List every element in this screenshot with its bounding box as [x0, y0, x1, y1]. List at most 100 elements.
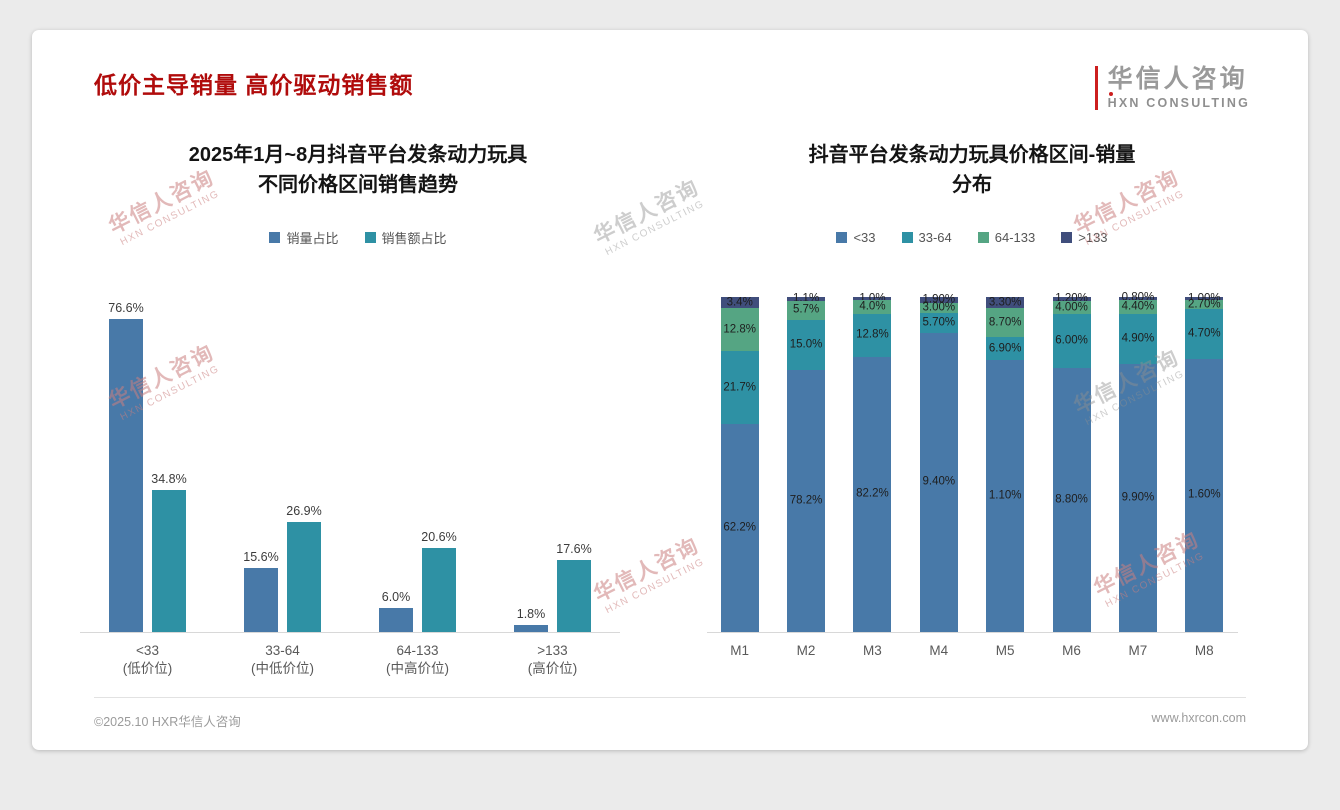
- segment-value-label: 8.80%: [1055, 493, 1088, 506]
- bar-销售额占比: 20.6%: [421, 530, 457, 632]
- legend-label: 33-64: [918, 230, 952, 245]
- category-label: <33 (低价位): [80, 642, 215, 678]
- stacked-bar-column: 3.30% 8.70% 6.90% 1.10%: [972, 296, 1038, 632]
- stacked-bar-column: 1.00% 2.70% 4.70% 1.60%: [1171, 292, 1237, 632]
- segment->133: 1.1%: [787, 293, 826, 304]
- legend-swatch-icon: [364, 232, 376, 243]
- segment-value-label: 3.30%: [988, 296, 1022, 309]
- bar-value-label: 20.6%: [421, 529, 457, 544]
- bar-销售额占比: 26.9%: [286, 504, 322, 632]
- segment-value-label: 4.70%: [1188, 327, 1221, 340]
- bar-group: 1.8% 17.6%: [485, 542, 620, 632]
- bar-value-label: 15.6%: [243, 550, 279, 565]
- segment-<33: 9.40%: [919, 332, 958, 632]
- segment-33-64: 4.90%: [1118, 314, 1157, 365]
- category-label-line2: (中高价位): [386, 661, 449, 676]
- footer-copyright: ©2025.10 HXR华信人咨询: [94, 715, 241, 729]
- company-logo: 华信人咨询 HXN CONSULTING: [1094, 66, 1250, 110]
- category-label: 33-64 (中低价位): [215, 642, 350, 678]
- stacked-bar-column: 1.90% 3.00% 5.70% 9.40%: [906, 294, 972, 632]
- segment-value-label: 3.00%: [922, 301, 956, 314]
- left-chart-title-line1: 2025年1月~8月抖音平台发条动力玩具: [188, 144, 528, 166]
- segment-<33: 1.10%: [986, 360, 1025, 632]
- segment-<33: 8.80%: [1052, 368, 1091, 632]
- segment-value-label: 15.0%: [789, 338, 823, 351]
- segment-33-64: 6.90%: [986, 337, 1025, 361]
- legend-swatch-icon: [1061, 232, 1073, 243]
- segment-<33: 62.2%: [720, 423, 759, 632]
- segment->133: 3.4%: [720, 296, 759, 309]
- segment-value-label: 62.2%: [723, 521, 756, 534]
- logo-text-block: 华信人咨询 HXN CONSULTING: [1108, 66, 1250, 110]
- left-chart: 2025年1月~8月抖音平台发条动力玩具 不同价格区间销售趋势 销量占比 销售额占…: [32, 140, 652, 678]
- segment-value-label: 5.7%: [792, 303, 820, 316]
- segment-<33: 9.90%: [1118, 364, 1157, 632]
- legend-item: 33-64: [901, 230, 952, 245]
- right-chart-title: 抖音平台发条动力玩具价格区间-销量 分布: [809, 140, 1136, 200]
- bar-销量占比: 1.8%: [514, 607, 548, 632]
- stacked-bar: 3.4% 12.8% 21.7% 62.2%: [720, 296, 759, 632]
- bar-value-label: 1.8%: [516, 606, 546, 621]
- logo-name: 华信人咨询: [1107, 65, 1248, 93]
- page-title: 低价主导销量 高价驱动销售额: [94, 72, 414, 98]
- category-label: M1: [730, 643, 750, 658]
- stacked-bar: 1.20% 4.00% 6.00% 8.80%: [1052, 293, 1091, 632]
- segment-64-133: 12.8%: [720, 308, 759, 352]
- stacked-bar: 0.80% 4.40% 4.90% 9.90%: [1118, 292, 1157, 632]
- stacked-bar: 1.00% 2.70% 4.70% 1.60%: [1185, 292, 1224, 632]
- segment-33-64: 4.70%: [1185, 309, 1224, 359]
- footer: ©2025.10 HXR华信人咨询 www.hxrcon.com: [94, 697, 1246, 730]
- segment-value-label: 12.8%: [856, 328, 889, 341]
- bar-value-label: 34.8%: [151, 471, 187, 486]
- bar-group: 6.0% 20.6%: [350, 530, 485, 632]
- logo-dot-icon: [1108, 92, 1113, 96]
- segment-value-label: 1.1%: [792, 292, 820, 305]
- segment-64-133: 5.7%: [787, 300, 826, 320]
- category-label-line1: >133: [537, 643, 568, 658]
- segment-value-label: 82.2%: [856, 487, 889, 500]
- right-chart-title-line1: 抖音平台发条动力玩具价格区间-销量: [808, 144, 1136, 166]
- segment-value-label: 4.90%: [1121, 332, 1155, 345]
- segment-64-133: 3.00%: [919, 301, 958, 314]
- segment-<33: 1.60%: [1185, 358, 1224, 632]
- segment-<33: 82.2%: [853, 356, 892, 632]
- left-chart-plot: 76.6% 34.8% 15.6% 26.9% 6.0% 20.6% 1.8% 17.6%: [80, 297, 620, 633]
- segment-33-64: 6.00%: [1052, 314, 1091, 368]
- stacked-bar: 1.1% 5.7% 15.0% 78.2%: [787, 293, 826, 632]
- bar-value-label: 26.9%: [286, 504, 322, 519]
- category-label: M8: [1194, 643, 1214, 658]
- stacked-bar: 3.30% 8.70% 6.90% 1.10%: [986, 296, 1025, 632]
- footer-website: www.hxrcon.com: [1151, 711, 1246, 725]
- segment-value-label: 6.00%: [1055, 334, 1088, 347]
- left-chart-title: 2025年1月~8月抖音平台发条动力玩具 不同价格区间销售趋势: [64, 140, 652, 200]
- segment->133: 3.30%: [986, 296, 1025, 309]
- right-chart-category-axis: M1 M2 M3 M4 M5 M6 M7 M8: [707, 642, 1238, 660]
- segment-33-64: 15.0%: [787, 319, 826, 371]
- charts-row: 2025年1月~8月抖音平台发条动力玩具 不同价格区间销售趋势 销量占比 销售额占…: [32, 140, 1308, 678]
- category-label-line2: (中低价位): [251, 661, 314, 676]
- segment-value-label: 21.7%: [723, 381, 756, 394]
- category-label-line2: (低价位): [122, 661, 173, 676]
- segment->133: 1.90%: [919, 294, 958, 305]
- category-label: M5: [995, 643, 1015, 658]
- segment-64-133: 8.70%: [986, 308, 1025, 338]
- segment-value-label: 8.70%: [988, 316, 1022, 329]
- category-label: 64-133 (中高价位): [350, 642, 485, 678]
- segment-value-label: 1.00%: [1188, 292, 1221, 305]
- segment-value-label: 78.2%: [789, 494, 823, 507]
- legend-item: >133: [1061, 230, 1108, 245]
- segment->133: 1.00%: [1185, 292, 1224, 304]
- bar-销售额占比: 17.6%: [556, 542, 592, 632]
- bar-value-label: 76.6%: [108, 301, 144, 315]
- category-label-line2: (高价位): [527, 661, 578, 676]
- legend-swatch-icon: [901, 232, 913, 243]
- segment-value-label: 1.10%: [988, 489, 1022, 502]
- stacked-bar-column: 0.80% 4.40% 4.90% 9.90%: [1105, 292, 1171, 632]
- left-chart-title-line2: 不同价格区间销售趋势: [258, 174, 458, 196]
- legend-label: 销量占比: [286, 231, 339, 246]
- segment-value-label: 4.0%: [859, 300, 886, 313]
- legend-item: 64-133: [977, 230, 1035, 245]
- segment->133: 1.0%: [853, 292, 892, 304]
- stacked-bar-column: 1.1% 5.7% 15.0% 78.2%: [773, 293, 839, 632]
- stacked-bar-column: 1.0% 4.0% 12.8% 82.2%: [839, 292, 905, 632]
